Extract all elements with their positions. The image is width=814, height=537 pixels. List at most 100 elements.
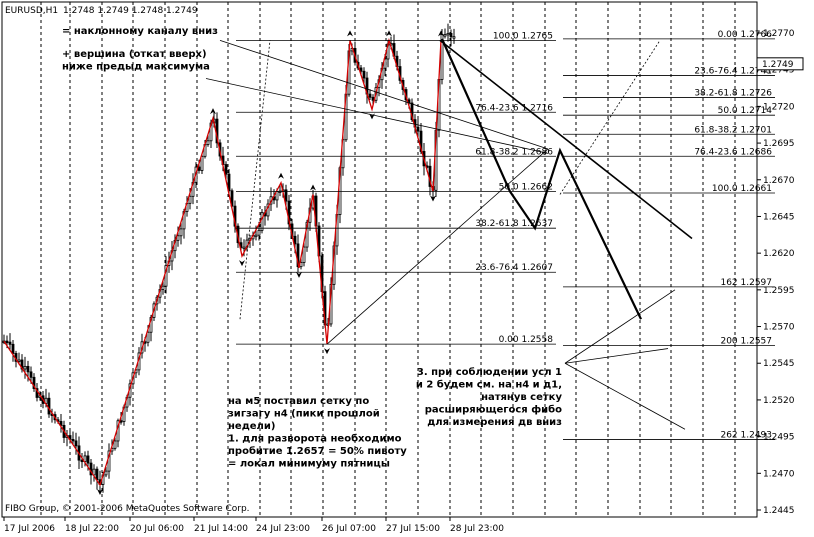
fibo-expansion-ray	[564, 362, 686, 430]
notes: = наклонному каналу вниз + вершина (откат…	[62, 26, 562, 470]
candle-body	[8, 341, 12, 345]
candle-body	[11, 343, 15, 354]
support-line	[326, 148, 549, 345]
candle-body	[161, 285, 165, 290]
x-tick-label: 27 Jul 15:00	[386, 524, 440, 534]
candle-body	[443, 34, 447, 37]
fibo-expansion-ray	[564, 348, 669, 364]
y-tick-label: 1.2645	[763, 212, 795, 222]
fibo-level-label: 0.00 1.2558	[499, 335, 554, 345]
annotation-line: на м5 поставил сетку по	[228, 396, 369, 407]
last-price-label: 1.2749	[762, 60, 794, 70]
candle-body	[224, 164, 228, 175]
candle-body	[227, 173, 231, 192]
candle-body	[47, 397, 51, 415]
channel-line-upper	[219, 39, 549, 150]
annotation-line: 3. при соблюдении усл 1	[417, 366, 562, 378]
fractal-down-arrow	[324, 348, 330, 355]
fibo-expansion-label: 61.8-38.2 1.2701	[694, 125, 772, 135]
x-tick-label: 24 Jul 23:00	[256, 524, 310, 534]
fibo-level-label: 38.2-61.8 1.2637	[475, 219, 553, 229]
y-tick-label: 1.2770	[763, 29, 795, 39]
fibo-expansion-label: 262 1.2493	[720, 431, 772, 441]
fractal-down-arrow	[296, 271, 302, 278]
candle-body	[362, 70, 366, 79]
annotation-line: зигзагу н4 (пики прошлой	[228, 409, 380, 420]
candle-body	[80, 459, 84, 463]
fractal-up-arrow	[278, 172, 284, 179]
candle-body	[92, 468, 96, 476]
candle-body	[104, 470, 108, 476]
fibo-expansion-label: 76.4-23.6 1.2686	[694, 147, 772, 157]
candle-body	[305, 221, 309, 248]
annotation-line: недели)	[228, 421, 275, 432]
candle-body	[86, 455, 90, 464]
candle-body	[146, 331, 150, 343]
x-tick-label: 21 Jul 14:00	[194, 524, 248, 534]
candle-body	[23, 365, 27, 370]
drawings	[205, 38, 693, 430]
candle-body	[446, 32, 450, 36]
fibo-expansion-ray	[564, 289, 676, 364]
fibo-expansion-label: 50.0 1.2714	[718, 106, 773, 116]
y-tick-label: 1.2745	[763, 66, 795, 76]
fractal-up-arrow	[210, 108, 216, 115]
x-tick-label: 26 Jul 07:00	[322, 524, 376, 534]
y-tick-label: 1.2720	[763, 102, 795, 112]
candle-body	[449, 32, 453, 38]
fibo-expansion-label: 38.2-61.8 1.2726	[694, 89, 772, 99]
fractal-up-arrow	[438, 30, 444, 37]
candle-body	[32, 376, 36, 389]
candle-body	[95, 468, 99, 481]
candle-body	[287, 200, 291, 225]
fractal-down-arrow	[430, 195, 436, 202]
fibo-expansion-label: 162 1.2597	[720, 278, 772, 288]
dashed-trend-right	[559, 40, 661, 195]
candle-body	[206, 140, 210, 145]
candle-body	[71, 439, 75, 442]
grid	[40, 2, 736, 517]
y-tick-label: 1.2620	[763, 249, 795, 259]
fibo-level-label: 23.6-76.4 1.2607	[475, 263, 553, 273]
candle-body	[302, 246, 306, 263]
fibo-level-label: 61.8-38.2 1.2686	[475, 147, 553, 157]
candle-body	[260, 212, 264, 231]
fibo-level-label: 50.0 1.2662	[499, 183, 553, 193]
fibo-expansion-label: 100.0 1.2661	[712, 184, 772, 194]
annotation-line: натянув сетку	[481, 392, 562, 403]
zigzag-line	[3, 37, 442, 487]
plot-border	[1, 1, 758, 518]
y-tick-label: 1.2520	[763, 396, 795, 406]
last-price-box	[756, 57, 804, 71]
fibo-expansion-label: 200 1.2557	[720, 337, 772, 347]
x-tick-label: 18 Jul 22:00	[65, 524, 119, 534]
candle-body	[368, 93, 372, 98]
y-tick-label: 1.2545	[763, 359, 795, 369]
annotation-line: расширяющегося фибо	[425, 404, 562, 416]
y-tick-label: 1.2670	[763, 176, 795, 186]
x-tick-label: 17 Jul 2006	[4, 524, 55, 534]
x-tick-label: 20 Jul 06:00	[130, 524, 184, 534]
fractal-down-arrow	[97, 489, 103, 496]
axes: 1.2770 1.2745 1.2720 1.2695 1.2670 1.2645 1.26…	[3, 29, 804, 534]
candle-body	[284, 189, 288, 202]
candle-body	[419, 130, 423, 152]
annotation-line: пробитие 1.2657 = 50% пивоту	[228, 445, 407, 457]
annotation-line: 1. для разворота необходимо	[228, 433, 402, 445]
annotation-line: для измерения дв вниз	[427, 417, 562, 428]
dashed-trend-left	[239, 40, 271, 320]
candle-body	[29, 371, 33, 378]
candle-body	[59, 421, 63, 426]
candle-body	[200, 155, 204, 171]
fractal-up-arrow	[347, 30, 353, 37]
candle-body	[17, 359, 21, 362]
annotation-line: = наклонному каналу вниз	[62, 26, 218, 37]
candle-body	[179, 228, 183, 237]
candle-body	[452, 36, 456, 39]
candle-body	[113, 440, 117, 449]
x-tick-label: 28 Jul 23:00	[450, 524, 504, 534]
fibo-expansion-label: 0.00 1.2766	[718, 30, 773, 40]
fractal-up-arrow	[310, 184, 316, 191]
y-tick-label: 1.2470	[763, 469, 795, 479]
